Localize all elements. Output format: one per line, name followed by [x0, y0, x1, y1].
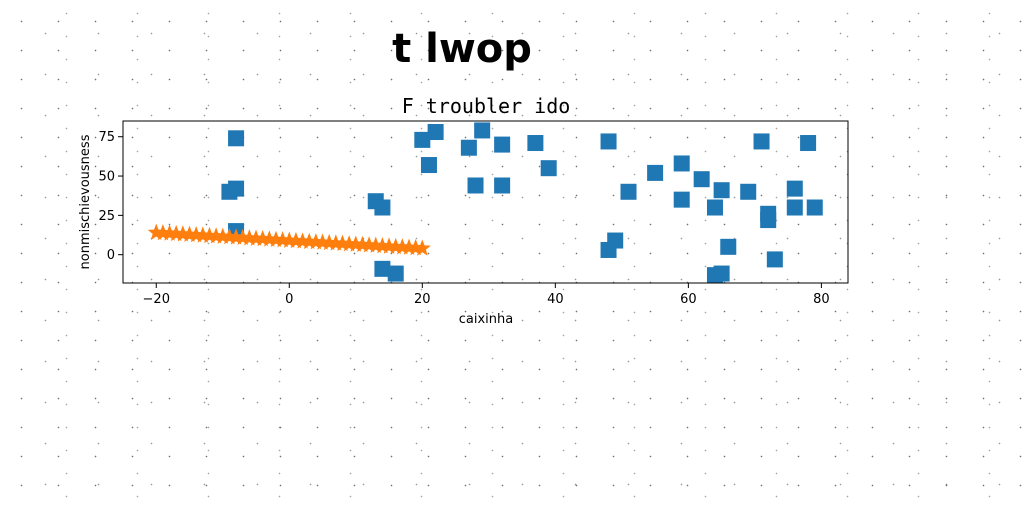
square-point	[693, 171, 710, 188]
star-point	[413, 239, 431, 256]
square-point	[420, 157, 437, 174]
x-tick-label: −20	[143, 292, 170, 307]
square-point	[607, 232, 624, 249]
square-point	[228, 130, 245, 147]
star-point	[274, 231, 292, 248]
star-point	[347, 235, 365, 252]
star-point	[267, 230, 285, 248]
star-point	[360, 236, 378, 253]
star-point	[161, 224, 179, 241]
star-point	[367, 236, 385, 253]
star-point	[280, 231, 298, 248]
square-point	[786, 180, 803, 197]
star-point	[187, 226, 205, 243]
square-point	[540, 160, 557, 177]
star-point	[333, 234, 352, 251]
star-point	[200, 226, 219, 244]
square-point	[474, 122, 491, 139]
square-point	[494, 177, 511, 194]
square-point	[387, 265, 404, 282]
axes-frame	[122, 120, 849, 284]
square-point	[786, 199, 803, 216]
axes-title: F troubler ido	[402, 94, 571, 118]
y-axis: 0 25 50 75	[98, 130, 123, 263]
star-point	[207, 227, 225, 244]
square-point	[713, 182, 730, 199]
y-tick-label: 0	[107, 248, 115, 263]
square-point	[673, 155, 690, 172]
square-point	[620, 183, 637, 200]
square-point	[374, 199, 391, 216]
x-tick-label: 20	[414, 292, 431, 307]
square-point	[228, 180, 245, 197]
star-point	[400, 238, 418, 255]
square-point	[647, 164, 664, 181]
square-point	[527, 135, 544, 152]
square-point	[806, 199, 823, 216]
figure-suptitle: t lwop	[392, 26, 532, 72]
square-point	[467, 177, 484, 194]
square-point	[494, 136, 511, 153]
square-point	[740, 183, 757, 200]
x-tick-label: 40	[547, 292, 564, 307]
star-point	[373, 237, 391, 254]
square-point	[427, 124, 444, 141]
star-point	[407, 239, 425, 256]
square-point	[713, 265, 730, 282]
star-point	[260, 230, 278, 247]
square-point	[766, 251, 783, 268]
square-point	[374, 260, 391, 277]
x-tick-label: 0	[285, 292, 293, 307]
star-point	[387, 237, 405, 255]
square-point	[414, 131, 431, 148]
y-axis-label: nonmischievousness	[78, 134, 93, 269]
plot-area	[147, 122, 823, 283]
y-tick-label: 50	[98, 170, 115, 185]
star-point	[393, 238, 411, 255]
square-point	[460, 139, 477, 156]
star-point	[167, 224, 185, 242]
square-point	[600, 133, 617, 150]
star-point	[380, 237, 398, 254]
y-tick-label: 25	[98, 209, 115, 224]
star-point	[307, 233, 325, 250]
x-tick-label: 80	[813, 292, 830, 307]
star-point	[254, 229, 272, 247]
y-tick-label: 75	[98, 130, 115, 145]
x-axis-label: caixinha	[459, 312, 513, 327]
star-point	[227, 228, 245, 245]
square-point	[673, 191, 690, 208]
star-point	[313, 233, 332, 250]
square-point	[760, 212, 777, 229]
square-point	[706, 199, 723, 216]
star-point	[353, 235, 372, 253]
square-point	[800, 135, 817, 152]
star-point	[220, 228, 238, 245]
square-point	[720, 238, 737, 255]
square-point	[753, 133, 770, 150]
star-point	[180, 225, 199, 242]
star-point	[174, 225, 192, 242]
star-point	[287, 231, 305, 249]
x-tick-label: 60	[680, 292, 697, 307]
star-point	[327, 234, 345, 251]
star-point	[234, 228, 252, 246]
x-axis: −20 0 20 40 60 80	[143, 283, 830, 307]
star-point	[214, 227, 232, 244]
